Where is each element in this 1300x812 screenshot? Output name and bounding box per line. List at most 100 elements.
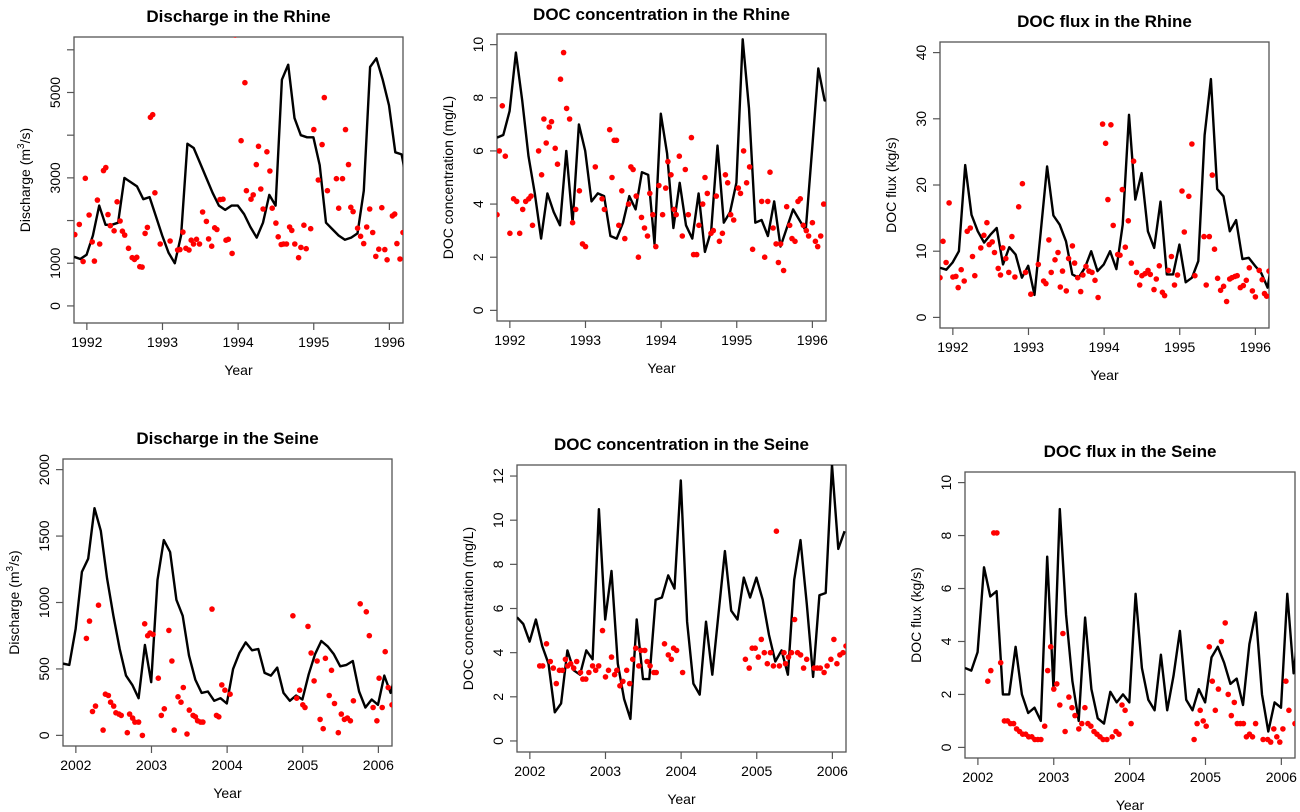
data-point-observed (200, 719, 206, 725)
data-point-observed (1060, 630, 1066, 637)
data-point-observed (376, 246, 382, 252)
data-point-observed (785, 654, 792, 660)
data-point-observed (710, 227, 717, 234)
plot-area (940, 77, 1269, 305)
data-point-observed (724, 180, 731, 186)
data-point-observed (682, 166, 689, 173)
data-point-observed (989, 239, 995, 245)
series-line-modelled (965, 507, 1295, 733)
data-point-observed (125, 245, 132, 252)
data-point-observed (626, 680, 633, 687)
data-point-observed (619, 188, 625, 194)
data-point-observed (1194, 720, 1200, 727)
data-point-observed (363, 609, 370, 615)
data-point-observed (107, 699, 114, 705)
data-point-observed (283, 241, 290, 247)
data-point-observed (1256, 267, 1262, 274)
data-point-observed (384, 257, 390, 263)
y-tick-label: 1000 (47, 247, 63, 278)
data-point-observed (350, 208, 356, 215)
data-point-observed (1197, 707, 1203, 714)
data-point-observed (258, 186, 264, 192)
data-point-observed (716, 238, 723, 245)
data-point-observed (333, 175, 340, 182)
data-point-observed (1006, 269, 1012, 276)
data-point-observed (1292, 720, 1295, 727)
data-point-observed (554, 161, 561, 167)
data-point-observed (572, 206, 579, 213)
data-point-observed (1104, 736, 1110, 743)
data-point-observed (635, 254, 642, 260)
data-point-observed (552, 145, 558, 152)
data-point-observed (376, 675, 382, 681)
data-point-observed (308, 650, 314, 656)
data-point-observed (840, 649, 846, 656)
y-axis-label: DOC concentration (mg/L) (460, 527, 476, 690)
data-point-observed (629, 656, 636, 663)
data-point-observed (1119, 186, 1126, 193)
data-point-observed (1057, 284, 1064, 290)
data-point-observed (1059, 268, 1066, 274)
data-point-observed (311, 678, 317, 684)
y-axis-label-unit: /s) (6, 550, 22, 566)
data-point-observed (817, 665, 824, 671)
chart-panel-rhine-doc-concentration: DOC concentration in the Rhine 1992 1993 19… (440, 5, 828, 376)
data-point-observed (248, 196, 254, 202)
data-point-observed (1252, 294, 1259, 300)
data-point-observed (196, 241, 203, 247)
data-point-observed (967, 225, 974, 231)
data-point-observed (1209, 678, 1216, 684)
data-point-observed (209, 606, 215, 612)
y-axis-label: DOC concentration (mg/L) (440, 96, 456, 259)
data-point-observed (117, 218, 123, 224)
data-point-observed (746, 665, 752, 671)
data-point-observed (632, 645, 639, 651)
data-point-observed (786, 222, 793, 229)
data-point-observed (190, 241, 197, 247)
data-point-observed (814, 243, 821, 250)
x-axis-label: Year (667, 791, 696, 807)
data-point-observed (972, 272, 978, 279)
y-tick-label: 8 (490, 560, 506, 568)
data-point-observed (335, 205, 342, 211)
data-point-observed (1083, 263, 1089, 270)
data-point-observed (586, 669, 592, 676)
data-point-observed (984, 219, 990, 226)
data-point-observed (592, 667, 599, 674)
data-point-observed (1122, 707, 1128, 714)
data-point-observed (105, 211, 111, 218)
data-point-observed (157, 241, 163, 247)
y-tick-label: 3000 (47, 162, 63, 193)
data-point-observed (519, 206, 526, 213)
data-point-observed (633, 193, 639, 199)
data-point-observed (630, 166, 636, 173)
data-point-observed (693, 251, 700, 258)
chart-title: DOC concentration in the Rhine (533, 5, 790, 24)
data-point-observed (704, 190, 711, 197)
data-point-observed (553, 680, 560, 687)
data-point-observed (363, 224, 370, 230)
data-point-observed (978, 245, 984, 251)
x-tick-label: 1992 (71, 334, 102, 350)
y-tick-label: 10 (470, 37, 486, 53)
data-point-observed (599, 196, 605, 202)
data-point-observed (199, 209, 206, 215)
data-point-observed (389, 702, 392, 708)
data-point-observed (740, 148, 747, 154)
chart-title: Discharge in the Seine (136, 429, 318, 448)
data-point-observed (1249, 734, 1256, 740)
data-point-observed (653, 243, 659, 250)
data-point-observed (347, 718, 354, 724)
data-point-observed (953, 273, 959, 280)
data-point-observed (1035, 261, 1042, 268)
data-point-observed (1065, 255, 1072, 262)
data-point-observed (958, 266, 964, 273)
x-tick-label: 2006 (817, 763, 848, 779)
data-point-observed (1223, 298, 1230, 305)
data-point-observed (943, 259, 949, 266)
data-point-observed (679, 669, 686, 676)
x-tick-label: 1995 (298, 334, 329, 350)
data-point-observed (1286, 707, 1292, 714)
data-point-observed (1116, 731, 1122, 737)
data-point-observed (1228, 712, 1235, 719)
